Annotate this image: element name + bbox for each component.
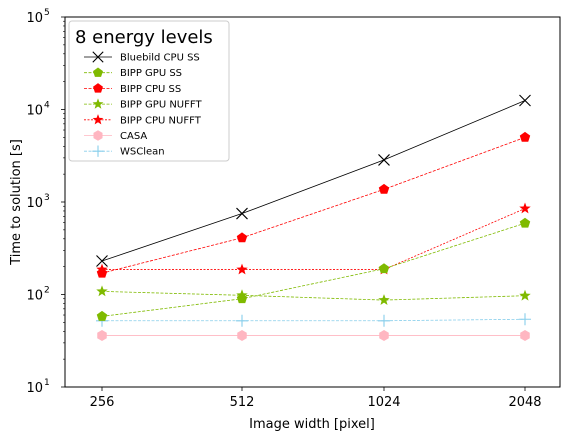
y-tick-exponent: 5 (44, 8, 50, 18)
series-line (102, 208, 526, 270)
legend-label: BIPP CPU NUFFT (120, 115, 202, 126)
y-tick-label: 10 (26, 196, 43, 211)
legend-label: BIPP GPU NUFFT (120, 100, 202, 111)
legend-marker (92, 51, 104, 63)
data-point (519, 94, 531, 107)
data-point (237, 330, 247, 342)
legend-item: WSClean (84, 145, 165, 158)
y-tick-exponent: 4 (44, 101, 50, 111)
data-point (519, 289, 531, 301)
data-point (378, 263, 390, 274)
series-bipp-cpu-ss (96, 131, 531, 278)
data-point (378, 294, 390, 305)
y-tick-exponent: 1 (44, 378, 50, 388)
data-point (236, 232, 248, 243)
data-point (96, 255, 108, 267)
data-point (97, 330, 107, 342)
x-tick-label: 256 (90, 395, 115, 410)
y-tick-label: 10 (26, 11, 43, 26)
data-point (520, 330, 530, 342)
x-axis-title: Image width [pixel] (249, 417, 375, 432)
legend-title: 8 energy levels (75, 27, 213, 48)
legend-marker (93, 83, 103, 93)
legend-marker (92, 145, 104, 157)
series-line (101, 100, 526, 262)
data-point (236, 263, 248, 275)
data-point (519, 202, 531, 214)
data-point (96, 267, 108, 278)
series-line (101, 136, 526, 274)
legend-frame (68, 20, 230, 162)
plot-area (96, 94, 531, 342)
series-bipp-gpu-ss (96, 217, 531, 321)
data-point (519, 217, 531, 228)
legend-item: BIPP GPU NUFFT (84, 98, 202, 111)
legend-label: BIPP CPU SS (120, 84, 181, 95)
legend-marker (92, 98, 104, 109)
legend-label: WSClean (120, 147, 165, 158)
legend-label: CASA (120, 131, 147, 142)
series-bluebild-cpu-ss (96, 94, 531, 267)
series-line (102, 318, 526, 322)
legend-label: BIPP GPU SS (120, 68, 182, 79)
data-point (236, 293, 248, 304)
legend-items: Bluebild CPU SS BIPP GPU SS BIPP CPU SS BIP… (84, 51, 202, 158)
legend-marker (93, 130, 103, 141)
data-point (96, 285, 108, 297)
series-line (101, 291, 526, 301)
x-tick-label: 512 (230, 395, 255, 410)
y-axis-title: Time to solution [s] (9, 139, 24, 266)
x-axis: 256 512 1024 2048 (90, 387, 542, 410)
legend-label: Bluebild CPU SS (120, 53, 200, 64)
y-tick-label: 10 (26, 104, 43, 119)
legend-marker (93, 67, 103, 77)
series-casa (97, 330, 530, 342)
legend-item: BIPP GPU SS (84, 67, 182, 79)
y-tick-exponent: 2 (44, 286, 50, 296)
data-point (96, 310, 108, 321)
legend-item: Bluebild CPU SS (84, 51, 200, 64)
legend-item: BIPP CPU NUFFT (84, 114, 202, 126)
data-point (519, 313, 531, 326)
data-point (379, 330, 389, 342)
y-tick-label: 10 (26, 381, 43, 396)
data-point (378, 154, 390, 166)
data-point (236, 314, 248, 327)
data-point (236, 207, 248, 220)
data-point (519, 131, 531, 142)
legend-marker (92, 114, 104, 125)
y-tick-label: 10 (26, 289, 43, 304)
x-tick-label: 1024 (367, 395, 400, 410)
y-tick-exponent: 3 (44, 193, 50, 203)
series-line (101, 222, 526, 317)
x-tick-label: 2048 (508, 395, 541, 410)
legend-item: BIPP CPU SS (84, 83, 181, 95)
legend: 8 energy levels Bluebild CPU SS BIPP GPU … (68, 20, 230, 162)
data-point (378, 183, 390, 194)
data-point (378, 314, 390, 327)
legend-item: CASA (84, 130, 147, 142)
